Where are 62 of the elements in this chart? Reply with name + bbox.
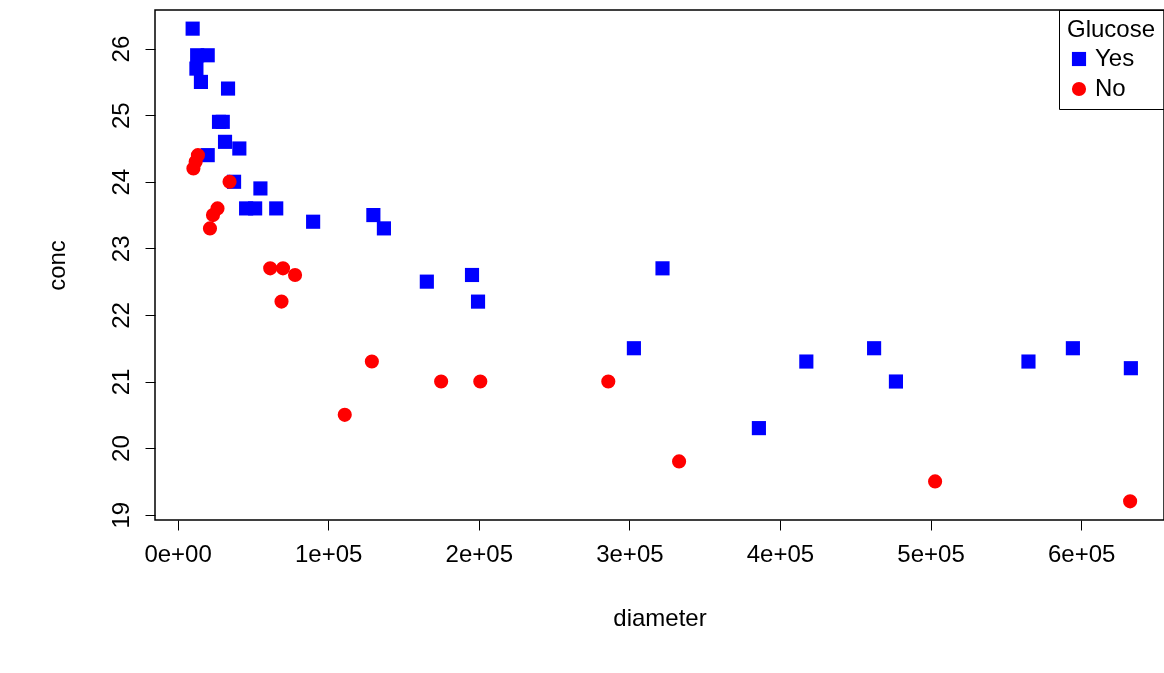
point [1021, 354, 1036, 369]
point [419, 274, 434, 289]
point [190, 148, 205, 163]
x-tick-label: 6e+05 [1047, 539, 1116, 567]
point [189, 61, 204, 76]
point [274, 294, 289, 309]
point [928, 474, 943, 489]
point [1065, 341, 1080, 356]
x-axis-title: diameter [613, 603, 707, 631]
point [867, 341, 882, 356]
point [200, 48, 215, 63]
point [185, 21, 200, 36]
point [275, 261, 291, 276]
y-tick-label: 25 [106, 102, 134, 130]
y-tick-label: 26 [106, 35, 134, 63]
x-tick-label: 4e+05 [746, 539, 815, 567]
point [215, 114, 230, 129]
point [799, 354, 814, 369]
point [248, 201, 263, 216]
point [306, 214, 321, 229]
point [434, 374, 449, 389]
point [202, 221, 218, 236]
legend-label: Yes [1095, 44, 1135, 71]
point [473, 374, 488, 389]
point [1123, 494, 1138, 509]
point [366, 207, 381, 223]
point [888, 374, 904, 389]
point [337, 407, 352, 422]
point [269, 201, 284, 216]
y-tick-label: 23 [106, 235, 134, 263]
legend-label: No [1095, 74, 1126, 101]
y-tick-label: 21 [106, 368, 134, 396]
point [751, 421, 766, 436]
point [672, 454, 687, 469]
point [253, 181, 268, 196]
point [222, 174, 237, 189]
point [232, 141, 247, 156]
point [287, 267, 303, 283]
x-tick-label: 0e+00 [144, 539, 212, 567]
point [193, 74, 208, 89]
y-tick-label: 20 [106, 435, 134, 462]
point [220, 81, 236, 96]
point [655, 261, 670, 276]
point [470, 294, 486, 309]
x-tick-label: 2e+05 [445, 539, 513, 567]
x-tick-label: 1e+05 [294, 539, 363, 567]
point [364, 354, 379, 369]
point [205, 208, 221, 223]
point [1123, 361, 1138, 376]
point [217, 134, 233, 149]
y-tick-label: 22 [106, 302, 134, 329]
y-axis-title: conc [42, 240, 70, 291]
point [376, 221, 391, 236]
x-tick-label: 3e+05 [596, 539, 664, 567]
x-tick-label: 5e+05 [897, 539, 965, 567]
point [601, 374, 616, 389]
point [464, 267, 480, 283]
y-tick-label: 24 [106, 168, 134, 196]
legend-title: Glucose [1067, 15, 1156, 42]
point [626, 341, 641, 356]
y-tick-label: 19 [106, 501, 134, 529]
point [263, 261, 278, 276]
